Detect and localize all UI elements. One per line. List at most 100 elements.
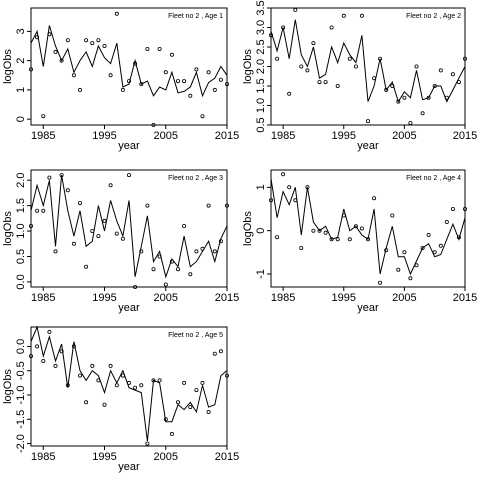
observed-point bbox=[402, 95, 407, 100]
observed-point bbox=[390, 213, 395, 218]
observed-point bbox=[212, 351, 217, 356]
y-tick-label: -1.5 bbox=[15, 410, 27, 429]
fitted-line bbox=[270, 19, 466, 103]
observed-point bbox=[200, 114, 205, 119]
observed-point bbox=[53, 363, 58, 368]
observed-point bbox=[114, 231, 119, 236]
observed-point bbox=[299, 64, 304, 69]
observed-point bbox=[341, 13, 346, 18]
observed-point bbox=[323, 230, 328, 235]
observed-point bbox=[347, 237, 352, 242]
observed-point bbox=[35, 35, 40, 40]
observed-point bbox=[426, 232, 431, 237]
x-axis-label: year bbox=[357, 302, 379, 314]
y-tick-label: 1 bbox=[255, 184, 267, 190]
observed-point bbox=[212, 249, 217, 254]
observed-point bbox=[96, 234, 101, 239]
y-tick-label: 1.5 bbox=[15, 198, 27, 213]
panel-title: Fleet no 2 , Age 5 bbox=[168, 332, 223, 339]
observed-point bbox=[396, 267, 401, 272]
observed-point bbox=[450, 206, 455, 211]
y-tick-label: 1.0 bbox=[15, 223, 27, 238]
panel-2: Fleet no 2 , Age 2 1985 1995 2005 2015 0.5 1.0… bbox=[242, 0, 477, 152]
y-tick-label: 2 bbox=[15, 58, 27, 64]
observed-point bbox=[372, 76, 377, 81]
observed-point bbox=[444, 219, 449, 224]
y-tick-label: 3.0 bbox=[255, 20, 267, 35]
observed-point bbox=[281, 172, 286, 177]
observed-point bbox=[59, 58, 64, 63]
observed-point bbox=[438, 68, 443, 73]
y-tick-label: -2.0 bbox=[15, 434, 27, 453]
x-axis-label: year bbox=[357, 140, 379, 152]
observed-point bbox=[305, 185, 310, 190]
observed-point bbox=[281, 25, 286, 30]
y-axis-label: logObs bbox=[242, 49, 254, 84]
observed-point bbox=[71, 73, 76, 78]
observed-point bbox=[305, 68, 310, 73]
observed-point bbox=[317, 80, 322, 85]
observed-point bbox=[145, 441, 150, 446]
observed-point bbox=[268, 33, 273, 38]
observed-point bbox=[299, 245, 304, 250]
plot-frame bbox=[30, 7, 228, 126]
observed-point bbox=[157, 254, 162, 259]
observed-point bbox=[47, 329, 52, 334]
y-axis-label: logObs bbox=[2, 369, 14, 404]
observed-point bbox=[182, 79, 187, 84]
observed-point bbox=[139, 249, 144, 254]
panel-5: Fleet no 2 , Age 5 1985 1995 2005 2015 -2.0 -1… bbox=[2, 325, 239, 473]
fitted-line bbox=[30, 175, 228, 279]
observed-point bbox=[218, 239, 223, 244]
observed-point bbox=[59, 349, 64, 354]
observed-point bbox=[41, 114, 46, 119]
x-tick-label: 2005 bbox=[154, 451, 178, 463]
observed-point bbox=[420, 111, 425, 116]
observed-point bbox=[28, 223, 33, 228]
panel-title: Fleet no 2 , Age 4 bbox=[406, 175, 461, 182]
observed-point bbox=[200, 246, 205, 251]
plot-frame bbox=[270, 7, 466, 126]
observed-point bbox=[102, 44, 107, 49]
observed-point bbox=[53, 49, 58, 54]
observed-point bbox=[194, 388, 199, 393]
observed-point bbox=[127, 79, 132, 84]
observed-point bbox=[450, 72, 455, 77]
panel-4: Fleet no 2 , Age 4 1985 1995 2005 2015 -1 0 1 ye… bbox=[242, 169, 477, 314]
observed-point bbox=[163, 282, 168, 287]
observed-point bbox=[59, 173, 64, 178]
y-tick-label: 2.5 bbox=[255, 39, 267, 54]
y-tick-label: 0.0 bbox=[15, 339, 27, 354]
y-tick-label: 0.5 bbox=[255, 117, 267, 132]
observed-point bbox=[182, 380, 187, 385]
observed-point bbox=[71, 241, 76, 246]
observed-point bbox=[224, 373, 229, 378]
observed-point bbox=[35, 208, 40, 213]
observed-point bbox=[432, 84, 437, 89]
x-tick-label: 1995 bbox=[332, 292, 356, 304]
observed-point bbox=[84, 400, 89, 405]
observed-point bbox=[206, 409, 211, 414]
observed-point bbox=[329, 237, 334, 242]
observed-point bbox=[462, 56, 467, 61]
observed-point bbox=[402, 250, 407, 255]
observed-point bbox=[96, 378, 101, 383]
observed-point bbox=[341, 213, 346, 218]
observed-point bbox=[120, 373, 125, 378]
observed-point bbox=[151, 267, 156, 272]
observed-point bbox=[414, 263, 419, 268]
observed-point bbox=[188, 93, 193, 98]
observed-point bbox=[378, 280, 383, 285]
x-tick-label: 1995 bbox=[92, 451, 116, 463]
observed-point bbox=[78, 201, 83, 206]
observed-point bbox=[120, 87, 125, 92]
observed-point bbox=[157, 47, 162, 52]
observed-point bbox=[378, 56, 383, 61]
observed-point bbox=[157, 378, 162, 383]
observed-point bbox=[127, 380, 132, 385]
observed-point bbox=[188, 272, 193, 277]
observed-point bbox=[65, 188, 70, 193]
observed-point bbox=[462, 206, 467, 211]
observed-point bbox=[353, 64, 358, 69]
observed-point bbox=[65, 383, 70, 388]
